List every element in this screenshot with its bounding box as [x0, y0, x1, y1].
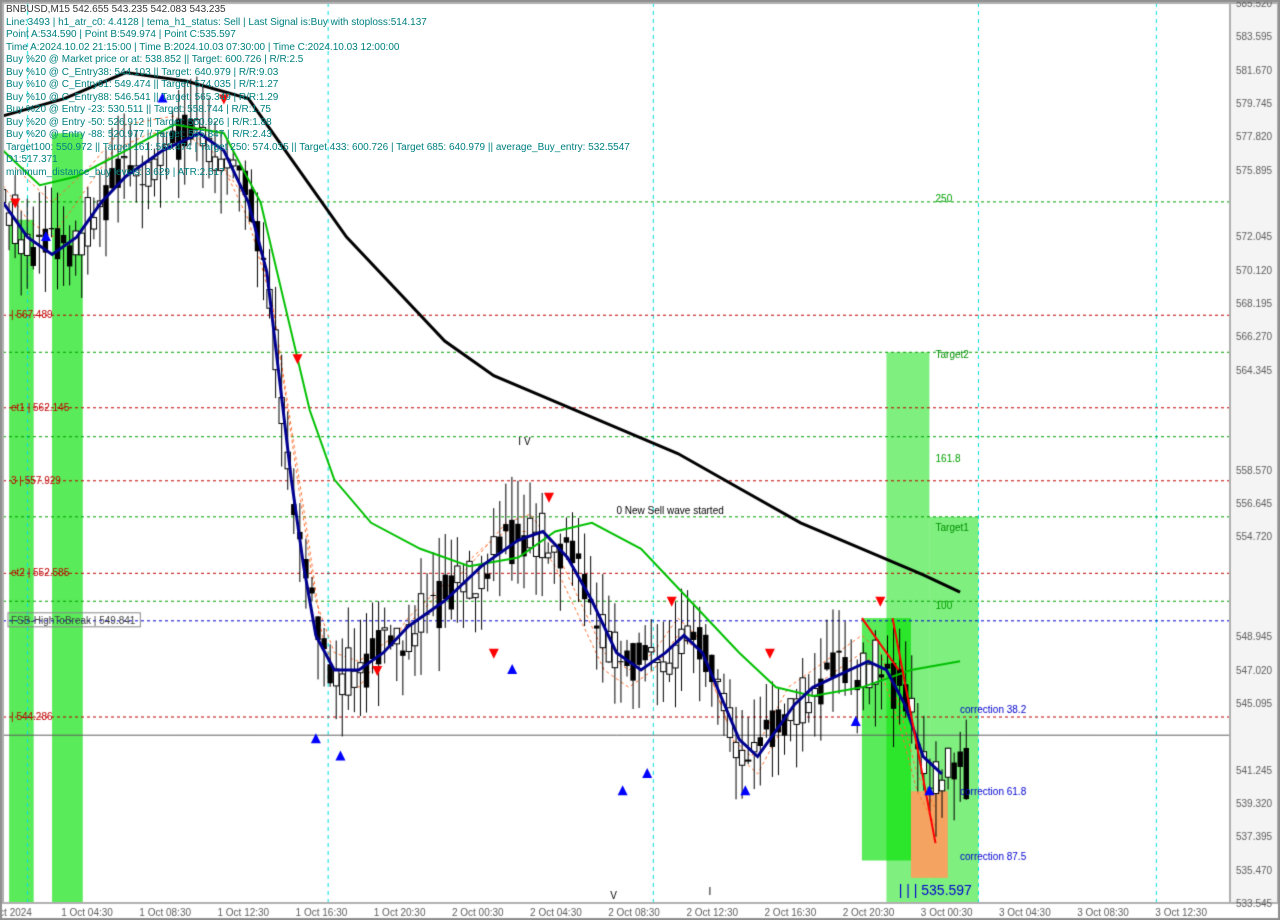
- price-chart-canvas[interactable]: [0, 0, 1280, 920]
